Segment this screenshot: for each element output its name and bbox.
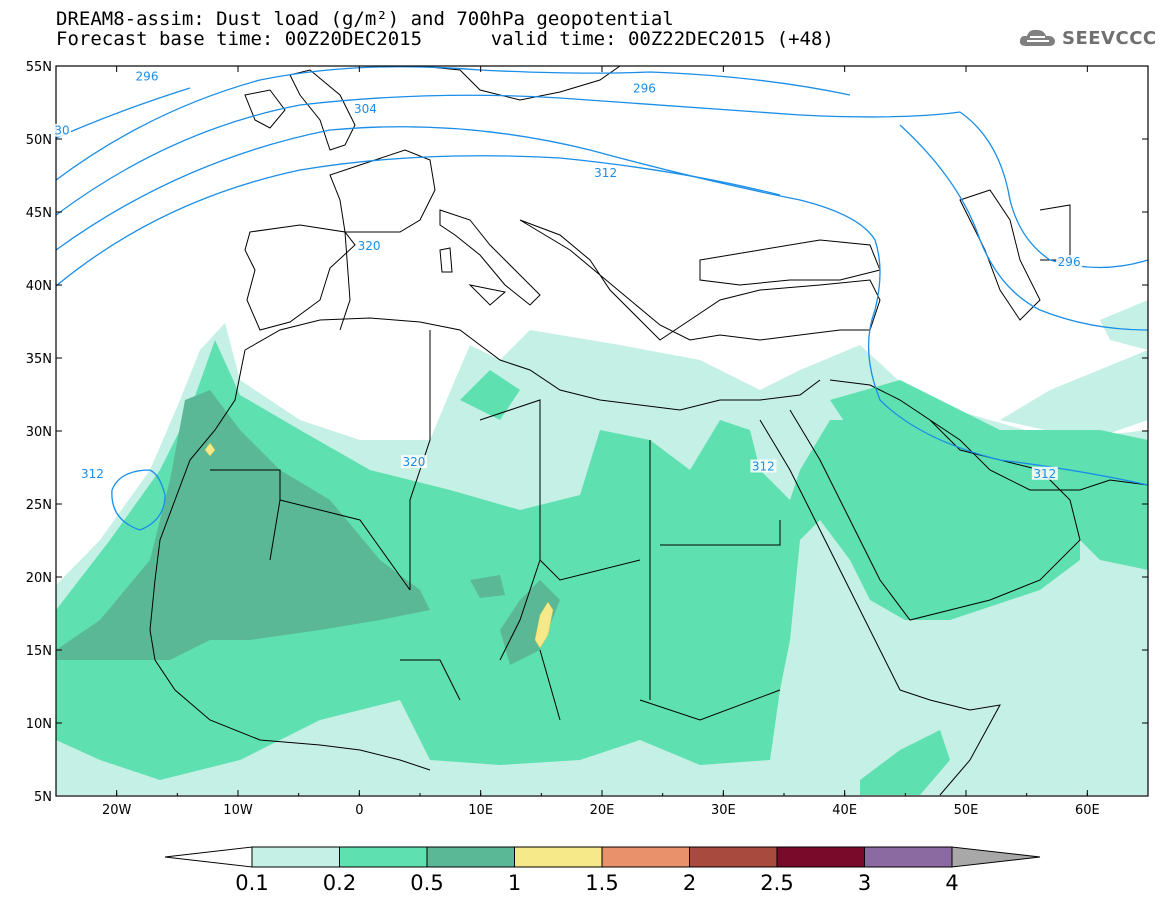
contour-label: 320 — [402, 455, 425, 469]
contour-label: 312 — [594, 166, 617, 180]
contour-label-bg — [356, 239, 383, 253]
colorbar-swatch — [776, 846, 865, 868]
colorbar-label: 4 — [945, 871, 958, 895]
contour-label-bg — [400, 455, 427, 469]
time-line: Forecast base time: 00Z20DEC2015 valid t… — [56, 29, 834, 49]
colorbar-label: 1.5 — [585, 871, 618, 895]
lon-label: 20E — [590, 803, 615, 818]
lon-label: 60E — [1075, 803, 1100, 818]
logo-text: SEEVCCC — [1062, 27, 1157, 49]
contour-label: 320 — [358, 239, 381, 253]
lon-label: 10E — [468, 803, 493, 818]
colorbar-label: 2.5 — [760, 871, 793, 895]
contour-label-bg — [134, 69, 160, 83]
colorbar-label: 1 — [508, 871, 521, 895]
colorbar-swatch — [426, 846, 515, 868]
contour-label-bg — [53, 123, 72, 137]
colorbar-label: 0.5 — [410, 871, 443, 895]
colorbar-swatch — [339, 846, 428, 868]
valid-time-label: valid time: 00Z22DEC2015 (+48) — [490, 28, 834, 50]
colorbar: 0.1 0.2 0.5 1 1.5 2 2.5 3 4 — [164, 846, 1041, 895]
contour-label: 304 — [354, 102, 377, 116]
lon-label: 20W — [102, 803, 132, 818]
lat-label: 30N — [26, 425, 52, 440]
colorbar-swatch — [251, 846, 340, 868]
contour-label-bg — [1031, 466, 1058, 480]
colorbar-label: 0.1 — [235, 871, 268, 895]
lon-label: 50E — [954, 803, 979, 818]
lon-label: 40E — [832, 803, 857, 818]
contour-label-bg — [79, 466, 106, 480]
contour-label-bg — [631, 81, 658, 95]
lon-label: 10W — [223, 803, 253, 818]
chart-title: DREAM8-assim: Dust load (g/m²) and 700hP… — [56, 8, 674, 30]
colorbar-left-arrow — [164, 846, 253, 868]
colorbar-swatch — [514, 846, 603, 868]
colorbar-swatch — [864, 846, 953, 868]
contour-label: 312 — [81, 467, 104, 481]
colorbar-swatch — [601, 846, 690, 868]
contour-label: 30 — [54, 124, 69, 138]
coastlines — [149, 66, 1148, 796]
dust-medium — [56, 340, 1148, 795]
contour-label-bg — [592, 166, 619, 180]
lon-label: 0 — [355, 803, 363, 818]
colorbar-right-arrow — [951, 846, 1041, 868]
contour-label: 296 — [1058, 255, 1081, 269]
seevccc-logo: SEEVCCC — [1018, 26, 1157, 50]
contour-label: 296 — [136, 70, 159, 84]
geopotential-contours — [56, 66, 1148, 531]
contour-label: 296 — [633, 81, 656, 95]
lon-label: 30E — [711, 803, 736, 818]
contour-label-bg — [1056, 255, 1083, 269]
colorbar-swatch — [689, 846, 778, 868]
lat-label: 45N — [26, 206, 52, 221]
lat-label: 25N — [26, 498, 52, 513]
lat-label: 35N — [26, 352, 52, 367]
dust-dense — [56, 390, 560, 665]
lon-axis: 20W 10W 0 10E 20E 30E 40E 50E 60E — [55, 66, 1149, 818]
contour-label-bg — [352, 101, 379, 115]
colorbar-label: 3 — [858, 871, 871, 895]
lat-label: 50N — [26, 133, 52, 148]
contour-label-bg — [750, 459, 777, 473]
lat-label: 10N — [26, 717, 52, 732]
colorbar-label: 2 — [683, 871, 696, 895]
contour-label: 312 — [1033, 467, 1056, 481]
base-time-label: Forecast base time: 00Z20DEC2015 — [56, 28, 423, 50]
colorbar-label: 0.2 — [323, 871, 356, 895]
lat-label: 55N — [26, 60, 52, 75]
contour-label: 312 — [752, 460, 775, 474]
lat-axis: 55N 50N 45N 40N 35N 30N 25N 20N 15N 10N 5N — [26, 60, 1148, 805]
dust-high — [204, 442, 554, 649]
lat-label: 5N — [34, 790, 52, 805]
cloud-icon — [1019, 29, 1055, 46]
lat-label: 15N — [26, 644, 52, 659]
lat-label: 20N — [26, 571, 52, 586]
lat-label: 40N — [26, 279, 52, 294]
contour-labels: 296 296 304 312 320 320 312 312 312 296 30 — [53, 69, 1083, 481]
